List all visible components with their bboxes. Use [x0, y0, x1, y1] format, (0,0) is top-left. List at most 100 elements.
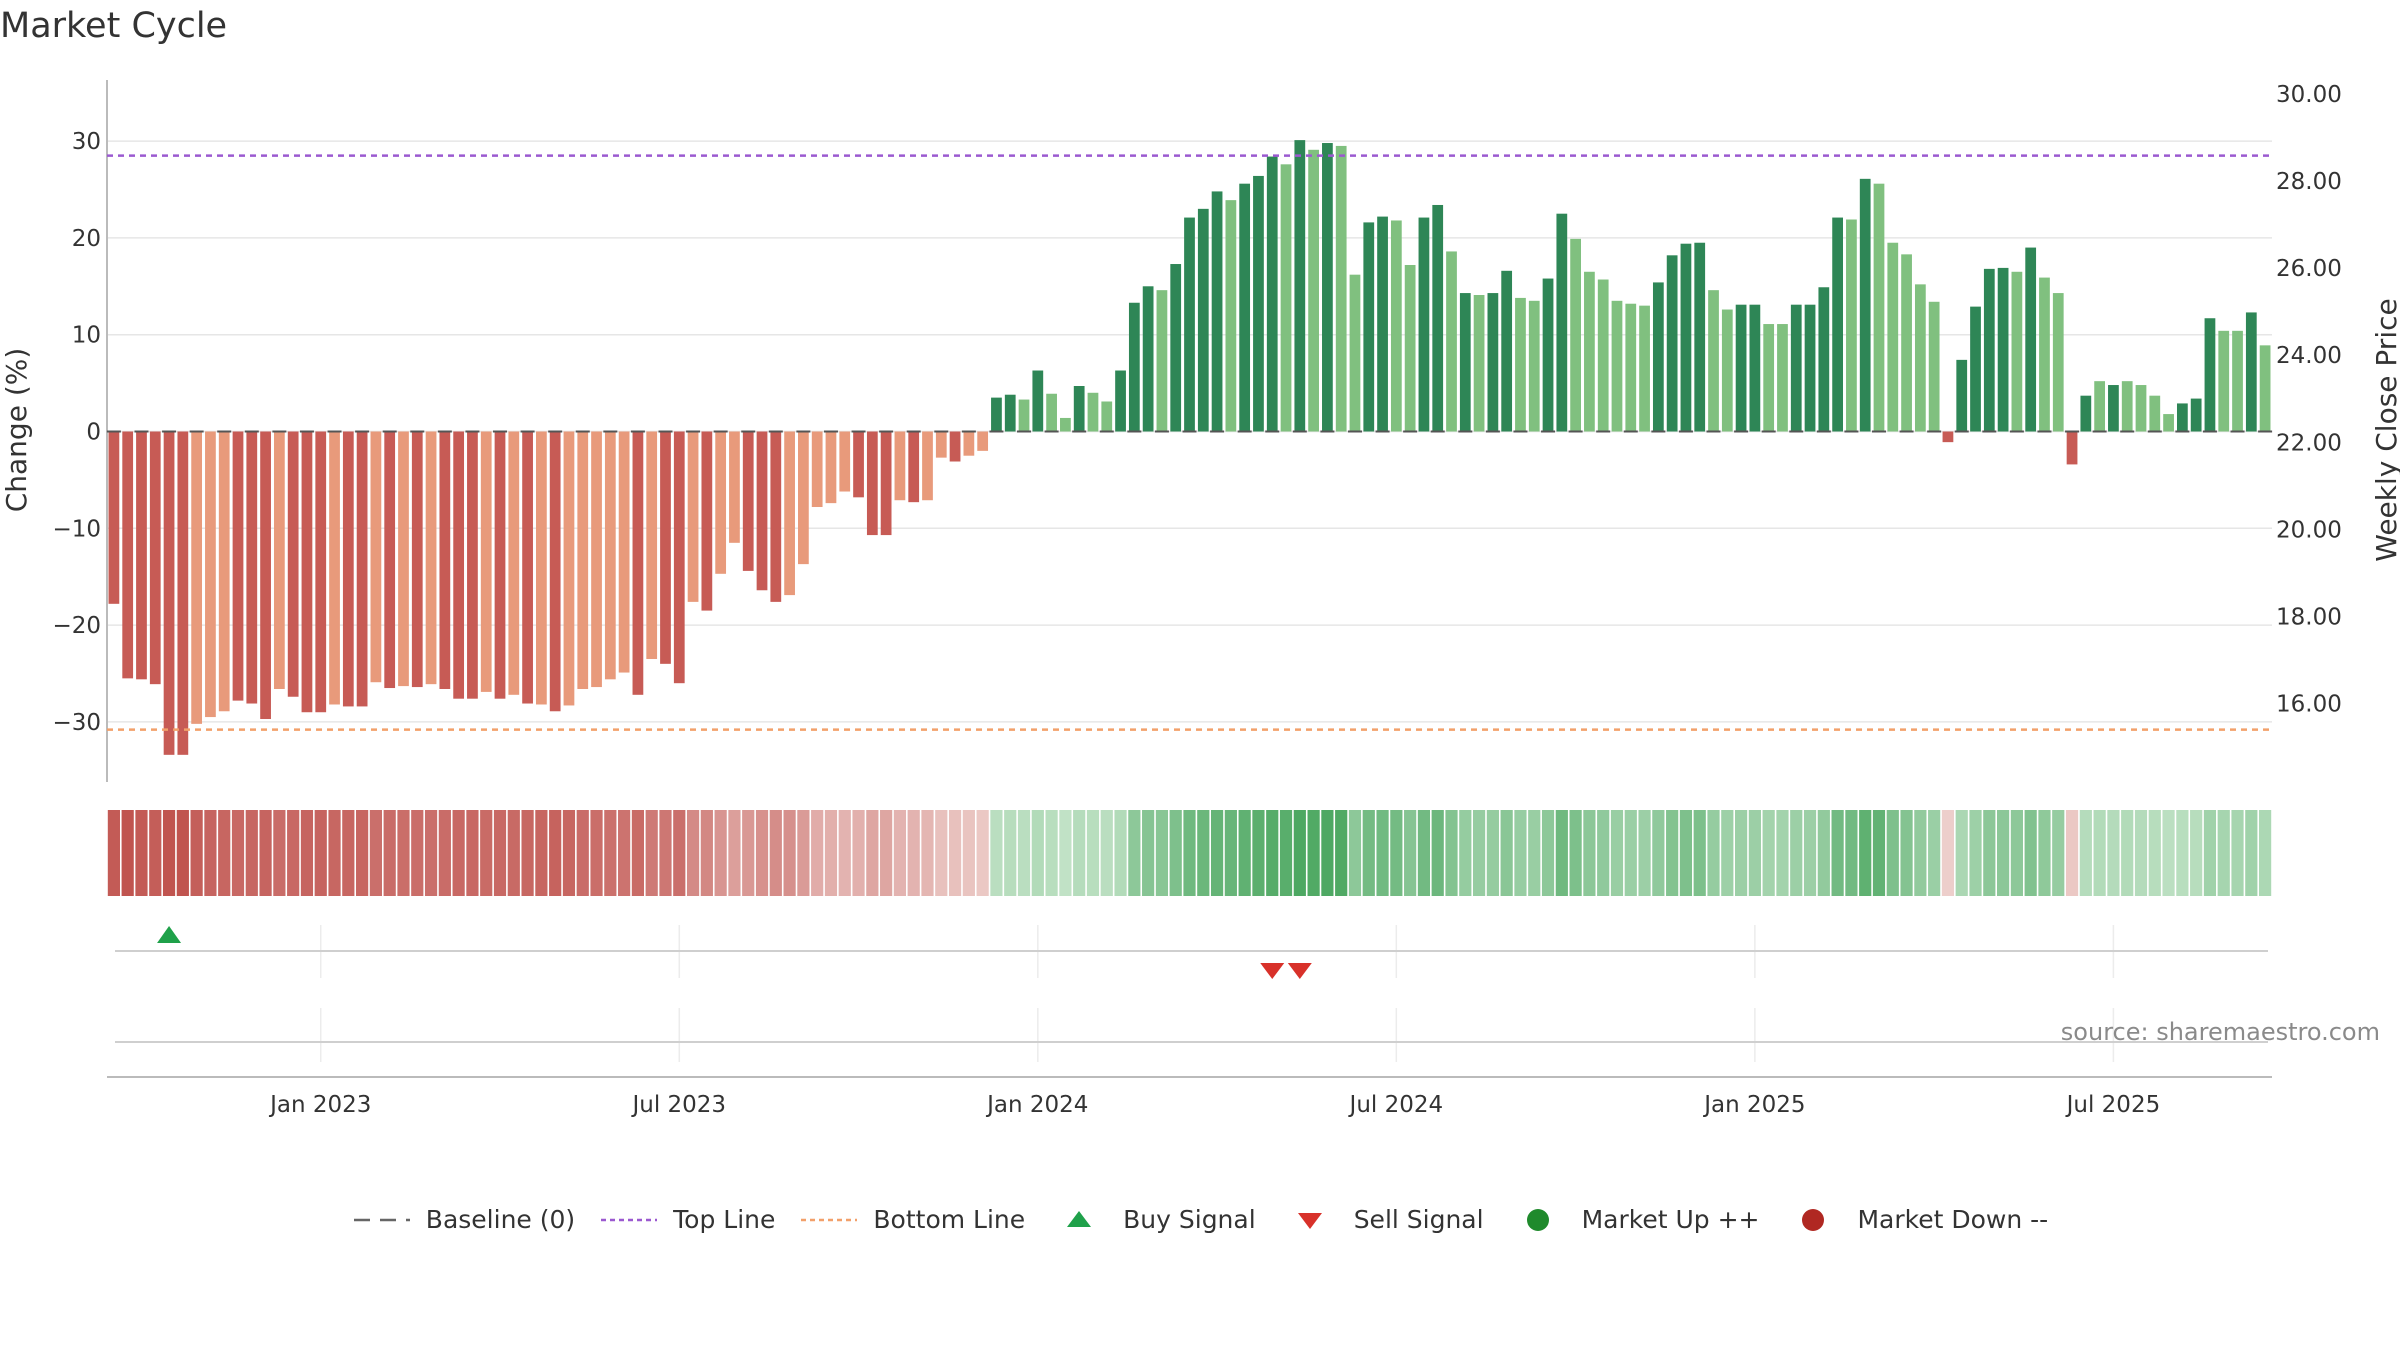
heat-cell [1086, 810, 1100, 896]
legend-item: Bottom Line [799, 1205, 1025, 1234]
bar [163, 431, 175, 755]
bar [108, 431, 120, 604]
bar [729, 431, 740, 543]
bar [2011, 271, 2023, 432]
bar [1128, 302, 1140, 432]
legend-label: Buy Signal [1123, 1205, 1256, 1234]
bar [742, 431, 754, 571]
heat-cell [1748, 810, 1761, 896]
heat-strip [107, 810, 2272, 896]
heat-cell [1073, 810, 1086, 896]
bar [439, 431, 451, 690]
heat-cell [356, 810, 369, 896]
heat-cell [2259, 810, 2272, 896]
x-tick-label: Jul 2023 [630, 1092, 726, 1118]
bar [467, 431, 478, 699]
heat-cell [686, 810, 700, 896]
legend-item: Baseline (0) [352, 1205, 575, 1234]
legend-symbol [1526, 1208, 1549, 1231]
heat-cell [2162, 810, 2175, 896]
y-axis-ticks: −30 −20 −10 0 10 20 30 [52, 129, 101, 736]
heat-cell [1059, 810, 1072, 896]
x-tick-label: Jan 2023 [268, 1092, 371, 1118]
heat-cell [300, 810, 314, 896]
bar [1515, 297, 1526, 432]
bar [1446, 251, 1457, 432]
y-tick-label: 10 [72, 323, 101, 349]
bar [1018, 399, 1030, 432]
bar [1308, 149, 1319, 432]
bar [508, 431, 520, 695]
bar [1004, 394, 1016, 432]
heat-cell [1886, 810, 1899, 896]
heat-cell [1583, 810, 1596, 896]
bar [1225, 200, 1237, 432]
heat-cell [1142, 810, 1155, 896]
bar [1390, 220, 1402, 432]
bar [991, 397, 1002, 432]
heat-cell [755, 810, 769, 896]
heat-cell [493, 810, 507, 896]
heat-cell [369, 810, 382, 896]
legend-item: Sell Signal [1280, 1205, 1484, 1234]
heat-cell [838, 810, 851, 896]
heat-cell [797, 810, 810, 896]
bar [1818, 287, 1830, 432]
bar [963, 431, 975, 456]
x-tick-label: Jul 2024 [1348, 1092, 1444, 1118]
bar [1142, 286, 1154, 432]
bar [880, 431, 892, 536]
bar [1970, 306, 1981, 432]
legend: Baseline (0) Top Line Bottom Line Buy Signa… [0, 1205, 2400, 1239]
bar [1570, 238, 1581, 432]
heat-cell [259, 810, 272, 896]
heat-cell [273, 810, 286, 896]
bar [756, 431, 768, 591]
bar [977, 431, 989, 451]
heat-cell [1183, 810, 1196, 896]
heat-cell [438, 810, 451, 896]
bar [646, 431, 658, 659]
bar [425, 431, 437, 685]
bar [1694, 242, 1706, 432]
heat-cell [1390, 810, 1403, 896]
y2-axis-title: Weekly Close Price [2370, 298, 2400, 561]
heat-cell [2079, 810, 2092, 896]
bar [1928, 301, 1940, 432]
y2-tick-label: 20.00 [2276, 517, 2342, 543]
bar [618, 431, 630, 673]
heat-cell [1872, 810, 1886, 896]
buy-signal-marker [157, 926, 182, 943]
bar [1432, 204, 1444, 432]
bar [480, 431, 492, 692]
heat-cell [948, 810, 962, 896]
bar [1170, 264, 1182, 432]
bar [2232, 330, 2243, 432]
y2-tick-label: 22.00 [2276, 430, 2342, 456]
bar [522, 431, 533, 704]
bar [453, 431, 465, 699]
bar [1790, 304, 1802, 432]
bar [1777, 324, 1788, 432]
heat-cell [2107, 810, 2120, 896]
heat-cell [783, 810, 796, 896]
y-tick-label: 30 [72, 129, 101, 155]
heat-cell [673, 810, 686, 896]
heat-cell [1610, 810, 1624, 896]
bar [205, 431, 216, 718]
heat-cell [2245, 810, 2258, 896]
bar [1666, 255, 1678, 432]
heat-cell [1197, 810, 1210, 896]
heat-cell [507, 810, 520, 896]
heat-cell [1238, 810, 1251, 896]
heat-cell [1762, 810, 1775, 896]
legend-label: Bottom Line [873, 1205, 1026, 1234]
heat-cell [1969, 810, 1982, 896]
y2-tick-label: 24.00 [2276, 343, 2342, 369]
legend-label: Sell Signal [1353, 1205, 1484, 1234]
bar [260, 431, 271, 720]
bar [1887, 242, 1899, 432]
heat-cell [1045, 810, 1058, 896]
heat-cell [1859, 810, 1872, 896]
bar [715, 431, 727, 574]
